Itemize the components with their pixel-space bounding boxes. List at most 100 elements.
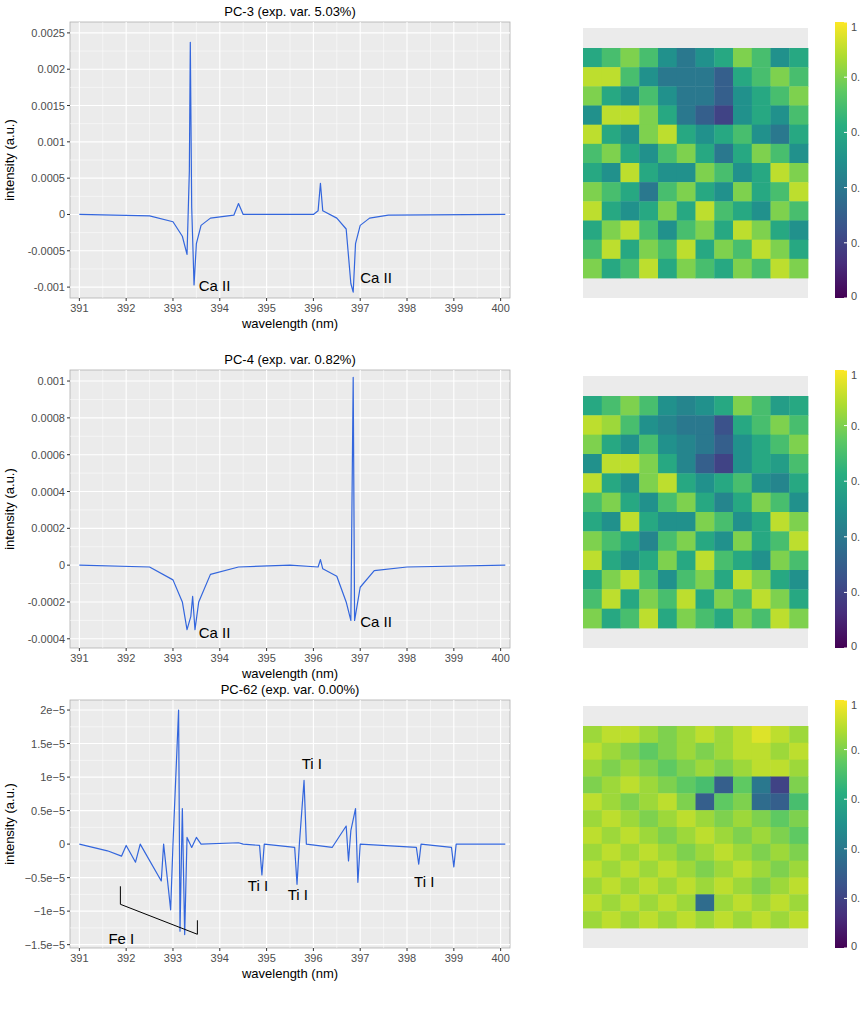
tick-label: 393 (164, 652, 182, 664)
map-cell (696, 67, 715, 87)
grid-line (70, 528, 510, 529)
map-cell (771, 221, 790, 241)
tick (360, 648, 361, 651)
map-cell (677, 760, 696, 777)
tick (360, 298, 361, 301)
map-cell (733, 48, 752, 68)
map-cell (583, 221, 602, 241)
map-cell (771, 163, 790, 183)
map-cell (639, 454, 658, 474)
tick-label: 0 (59, 559, 65, 571)
map-cell (658, 531, 677, 551)
map-cell (789, 86, 808, 106)
map-cell (639, 793, 658, 810)
grid-line (266, 22, 267, 298)
map-cell (771, 743, 790, 760)
map-cell (639, 48, 658, 68)
map-cell (621, 810, 640, 827)
map-cell (714, 878, 733, 895)
map-cell (752, 777, 771, 794)
map-cell (733, 86, 752, 106)
map-cell (714, 551, 733, 571)
tick (453, 298, 454, 301)
map-cell (771, 894, 790, 911)
tick (407, 648, 408, 651)
map-cell (602, 473, 621, 493)
tick-label: 397 (351, 952, 369, 964)
colorbar-tick (844, 700, 847, 701)
map-cell (677, 512, 696, 532)
map-cell (621, 201, 640, 221)
grid-line (70, 877, 510, 878)
axis-title: intensity (a.u.) (2, 783, 17, 865)
map-cell (733, 861, 752, 878)
map-cell (714, 144, 733, 164)
tick (67, 250, 70, 251)
minor-grid (70, 726, 510, 727)
colorbar-tick (844, 648, 847, 649)
grid-line (70, 32, 510, 33)
grid-line (172, 22, 173, 298)
map-cell (583, 760, 602, 777)
tick-label: 391 (70, 652, 88, 664)
map-cell (621, 493, 640, 513)
colorbar-tick (844, 948, 847, 949)
map-cell (602, 861, 621, 878)
annotation: Ca II (360, 613, 392, 630)
colorbar-tick (844, 242, 847, 243)
grid-line (360, 22, 361, 298)
colorbar-label: 0. (851, 475, 860, 487)
map-cell (752, 878, 771, 895)
tick-label: 0.002 (37, 63, 65, 75)
colorbar-tick (844, 132, 847, 133)
map-cell (639, 827, 658, 844)
minor-grid (70, 927, 510, 928)
minor-grid (70, 509, 510, 510)
map-cell (771, 810, 790, 827)
colorbar-label: 1 (851, 21, 857, 33)
map-cell (696, 512, 715, 532)
map-cell (714, 259, 733, 279)
map-cell (639, 570, 658, 590)
map-cell (771, 182, 790, 202)
map-cell (714, 240, 733, 260)
map-cell (714, 493, 733, 513)
map-cell (789, 911, 808, 928)
map-cell (771, 551, 790, 571)
map-cell (789, 793, 808, 810)
map-cell (621, 911, 640, 928)
grid-line (70, 844, 510, 845)
line-panel: 391392393394395396397398399400-0.0004-0.… (2, 352, 510, 681)
colorbar (835, 22, 847, 298)
title: PC-62 (exp. var. 0.00%) (221, 682, 360, 697)
tick-label: −1e−5 (34, 905, 65, 917)
map-cell (771, 531, 790, 551)
grid-line (126, 22, 127, 298)
tick-label: 0.0004 (31, 486, 65, 498)
map-cell (658, 844, 677, 861)
map-cell (621, 777, 640, 794)
map-cell (733, 844, 752, 861)
minor-grid (70, 232, 510, 233)
map-cell (639, 726, 658, 743)
map-cell (714, 415, 733, 435)
map-cell (752, 861, 771, 878)
map-cell (658, 259, 677, 279)
map-cell (602, 793, 621, 810)
map-cell (658, 760, 677, 777)
map-cell (714, 201, 733, 221)
map-cell (621, 221, 640, 241)
map-cell (789, 67, 808, 87)
map-cell (771, 240, 790, 260)
annotation: Fe I (108, 930, 134, 947)
map-cell (752, 415, 771, 435)
map-cell (677, 743, 696, 760)
map-cell (771, 570, 790, 590)
map-cell (696, 86, 715, 106)
map-cell (658, 512, 677, 532)
map-cell (771, 911, 790, 928)
map-cell (677, 861, 696, 878)
grid-line (453, 22, 454, 298)
grid-line (360, 370, 361, 648)
tick-label: 394 (211, 302, 229, 314)
